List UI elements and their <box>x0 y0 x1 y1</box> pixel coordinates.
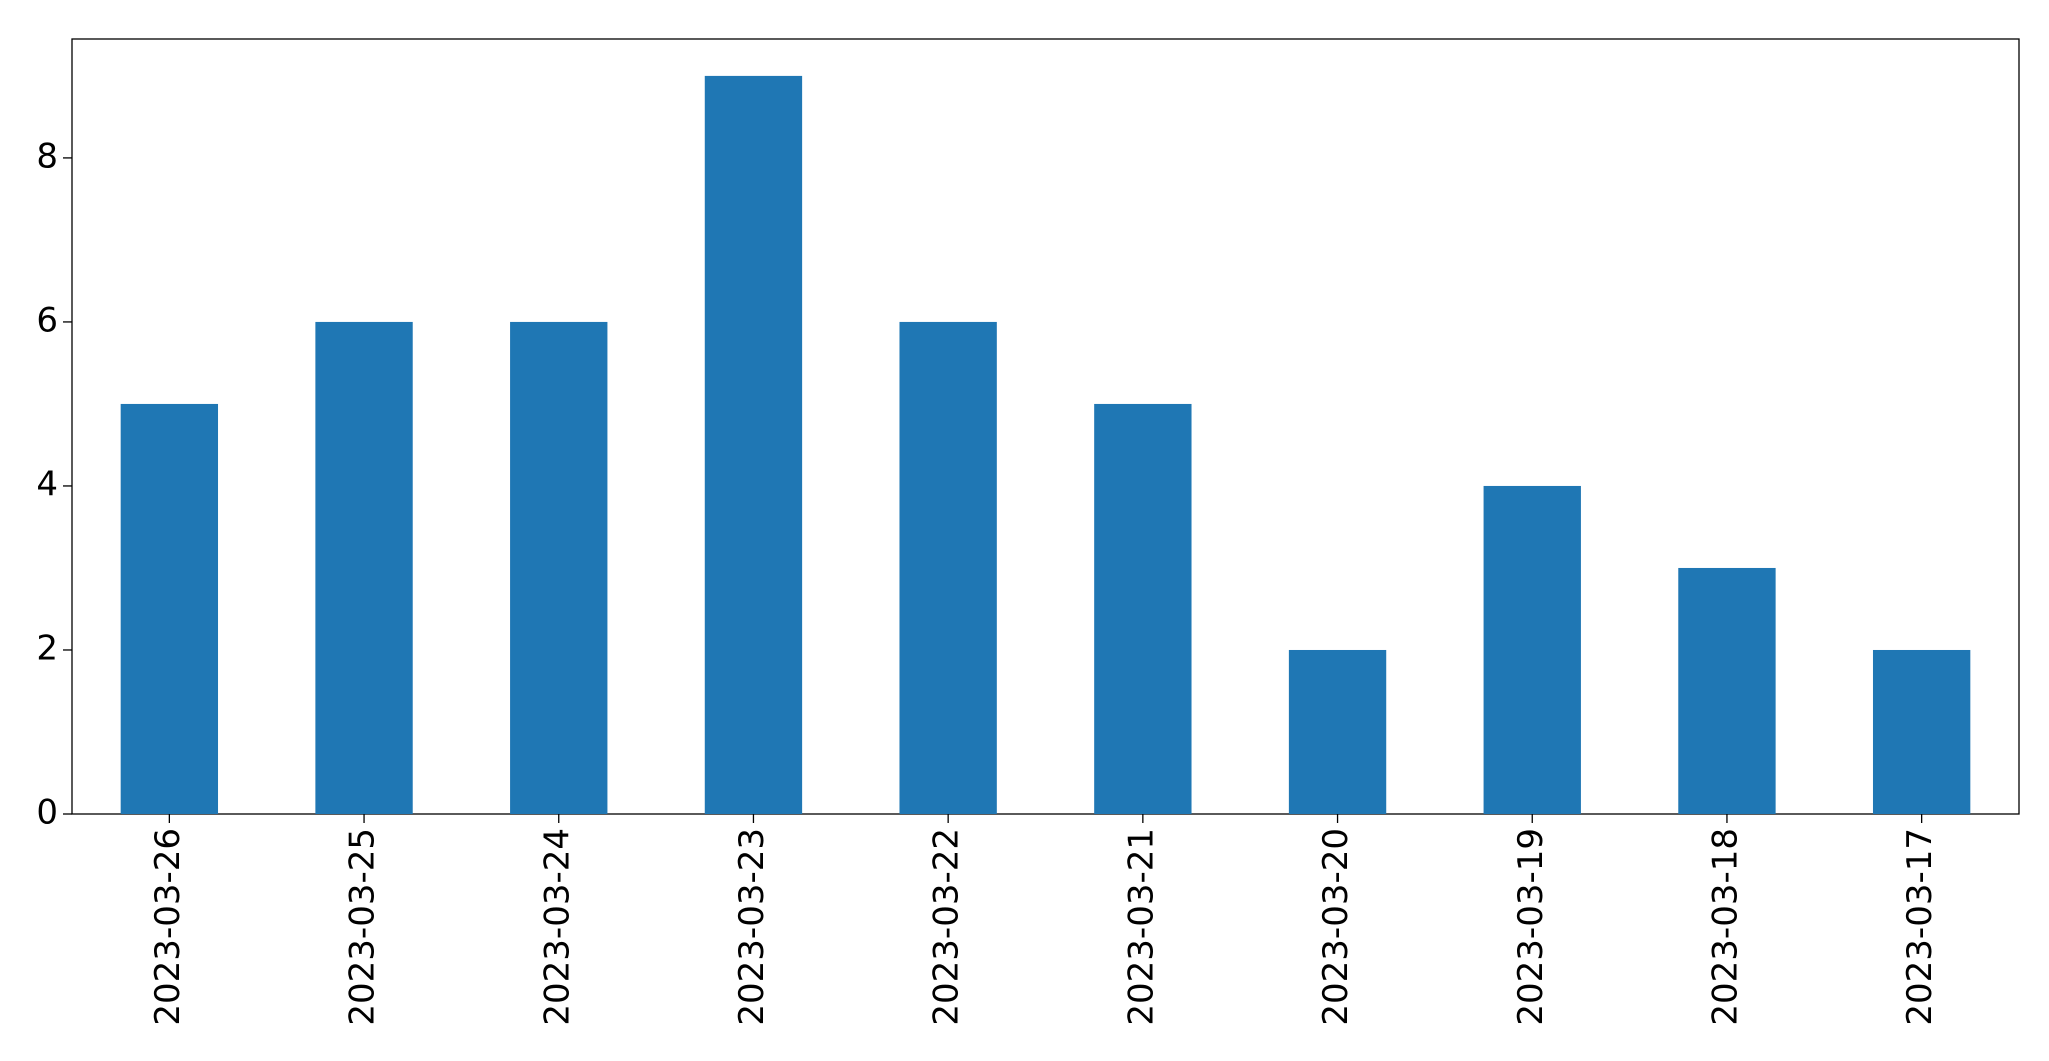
x-tick-label: 2023-03-19 <box>1511 828 1551 1026</box>
bar <box>1678 567 1776 814</box>
x-tick-label: 2023-03-23 <box>732 828 772 1026</box>
bar <box>1872 649 1971 814</box>
y-tick-label: 2 <box>36 628 58 668</box>
y-tick-label: 8 <box>36 136 58 176</box>
x-tick-label: 2023-03-21 <box>1121 828 1161 1026</box>
plot-frame <box>71 38 2020 815</box>
bar <box>120 403 219 814</box>
y-tick-label: 6 <box>36 300 58 340</box>
bar <box>510 321 608 814</box>
x-tick-label: 2023-03-24 <box>537 828 577 1026</box>
x-tick-label: 2023-03-17 <box>1900 828 1940 1026</box>
x-tick-label: 2023-03-26 <box>148 828 188 1026</box>
bar <box>1288 649 1387 814</box>
bar <box>899 321 997 814</box>
x-tick-label: 2023-03-22 <box>927 828 967 1026</box>
bar <box>315 321 413 814</box>
bar <box>704 75 803 814</box>
x-tick-label: 2023-03-25 <box>343 828 383 1026</box>
y-tick-label: 0 <box>36 793 58 833</box>
y-tick-label: 4 <box>36 464 58 504</box>
x-tick-label: 2023-03-20 <box>1316 828 1356 1026</box>
bar <box>1483 485 1581 814</box>
x-tick-label: 2023-03-18 <box>1705 828 1745 1026</box>
bar <box>1094 403 1192 814</box>
